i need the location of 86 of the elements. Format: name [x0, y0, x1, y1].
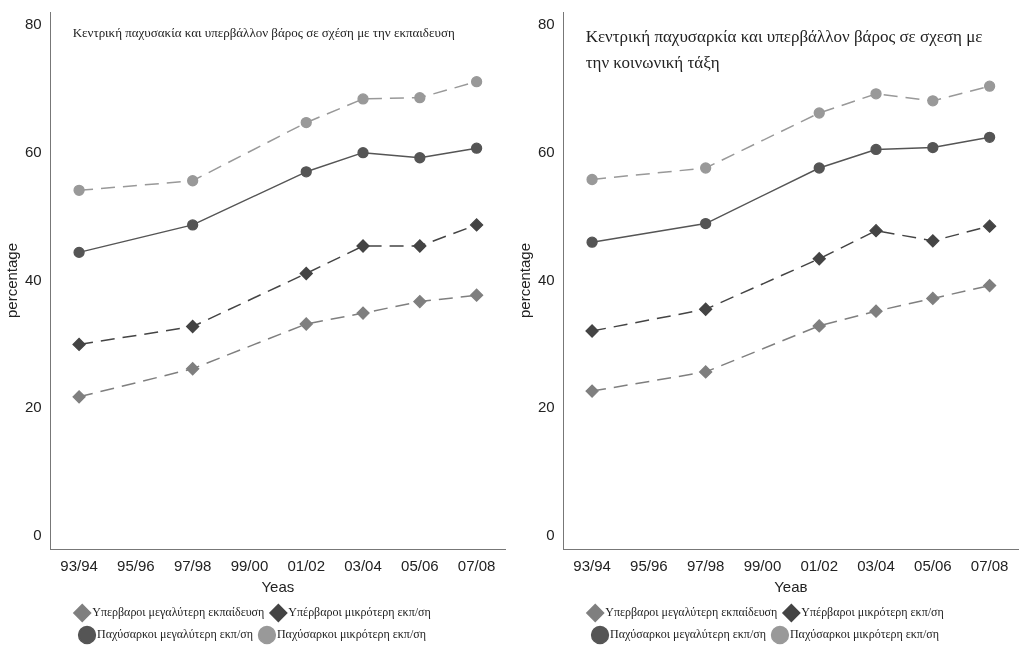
x-tick-label: 01/02: [800, 557, 839, 575]
point: [72, 390, 86, 404]
point: [413, 294, 427, 309]
point: [299, 266, 313, 281]
x-tick-label: 95/96: [117, 557, 155, 575]
point: [982, 278, 997, 293]
point: [927, 141, 939, 154]
point: [700, 162, 712, 174]
point: [699, 365, 713, 379]
legend-label: Παχύσαρκοι μεγαλύτερη εκπ/ση: [610, 627, 766, 642]
x-tick-label: 05/06: [914, 557, 952, 575]
x-tick-label: 07/08: [457, 557, 496, 575]
x-tick-label: 03/04: [344, 557, 382, 575]
point: [357, 146, 369, 159]
point: [469, 288, 484, 302]
point: [586, 173, 598, 186]
legend-label: Παχύσαρκοι μικρότερη εκπ/ση: [789, 627, 939, 642]
point: [356, 306, 370, 320]
point: [813, 107, 825, 119]
point: [699, 302, 713, 316]
x-tick-label: 97/98: [686, 557, 725, 575]
point: [186, 319, 200, 334]
x-tick-label: 97/98: [173, 557, 212, 575]
legend-label: Υπέρβαροι μικρότερη εκπ/ση: [288, 605, 431, 620]
x-tick-label: 93/94: [573, 557, 611, 575]
point: [983, 80, 996, 92]
point: [299, 317, 313, 331]
legend-label: Υπερβαροι μεγαλύτερη εκπαίδευση: [605, 605, 778, 620]
point: [73, 246, 85, 259]
y-tick-label: 60: [25, 142, 42, 160]
point: [187, 175, 199, 187]
y-tick-label: 80: [25, 14, 42, 32]
point: [926, 291, 940, 306]
y-axis-title: percentage: [3, 242, 21, 319]
x-axis-title: Yeas: [261, 578, 295, 596]
point: [869, 304, 883, 318]
point: [983, 131, 996, 143]
legend-label: Υπέρβαροι μικρότερη εκπ/ση: [801, 605, 944, 620]
x-tick-label: 05/06: [401, 557, 439, 575]
point: [812, 252, 826, 266]
point: [982, 219, 997, 233]
x-tick-label: 07/08: [970, 557, 1009, 575]
x-tick-label: 99/00: [743, 557, 782, 575]
point: [470, 142, 483, 154]
point: [585, 384, 599, 398]
point: [700, 217, 712, 230]
point: [300, 166, 312, 178]
point: [414, 92, 426, 104]
x-tick-label: 03/04: [857, 557, 895, 575]
point: [357, 93, 369, 105]
point: [926, 234, 940, 248]
point: [927, 95, 939, 107]
x-tick-label: 99/00: [230, 557, 269, 575]
legend-label: Παχύσαρκοι μεγαλύτερη εκπ/ση: [97, 627, 253, 642]
point: [812, 319, 826, 333]
point: [870, 143, 882, 156]
x-tick-label: 93/94: [60, 557, 98, 575]
y-axis-title: percentage: [516, 242, 534, 319]
x-axis-title: Yeaв: [774, 578, 808, 596]
y-tick-label: 0: [33, 526, 42, 544]
point: [187, 219, 199, 231]
point: [72, 337, 86, 352]
point: [470, 76, 483, 88]
point: [186, 362, 200, 376]
point: [469, 218, 484, 232]
y-tick-label: 20: [25, 398, 42, 416]
point: [870, 88, 882, 100]
point: [414, 152, 426, 164]
y-tick-label: 40: [25, 270, 42, 288]
legend-label: Υπερβαροι μεγαλύτερη εκπαίδευση: [92, 605, 265, 620]
legend-label: Παχύσαρκοι μικρότερη εκπ/ση: [276, 627, 426, 642]
point: [413, 239, 427, 253]
annotation: Κεντρική παχυσαρκία και υπερβάλλον βάρος σε σχεση με την κοινωνική τάξη: [585, 27, 983, 73]
y-tick-label: 0: [546, 526, 555, 544]
x-tick-label: 95/96: [630, 557, 668, 575]
x-tick-label: 01/02: [287, 557, 326, 575]
y-tick-label: 20: [538, 398, 555, 416]
point: [813, 162, 825, 174]
y-tick-label: 60: [538, 142, 555, 160]
point: [586, 236, 598, 248]
point: [300, 116, 312, 129]
point: [73, 184, 85, 197]
point: [869, 223, 883, 238]
y-tick-label: 80: [538, 14, 555, 32]
annotation: Κεντρική παχυσακία και υπερβάλλον βάρος σε σχέση με την εκπαιδευση: [72, 25, 455, 41]
y-tick-label: 40: [538, 270, 555, 288]
